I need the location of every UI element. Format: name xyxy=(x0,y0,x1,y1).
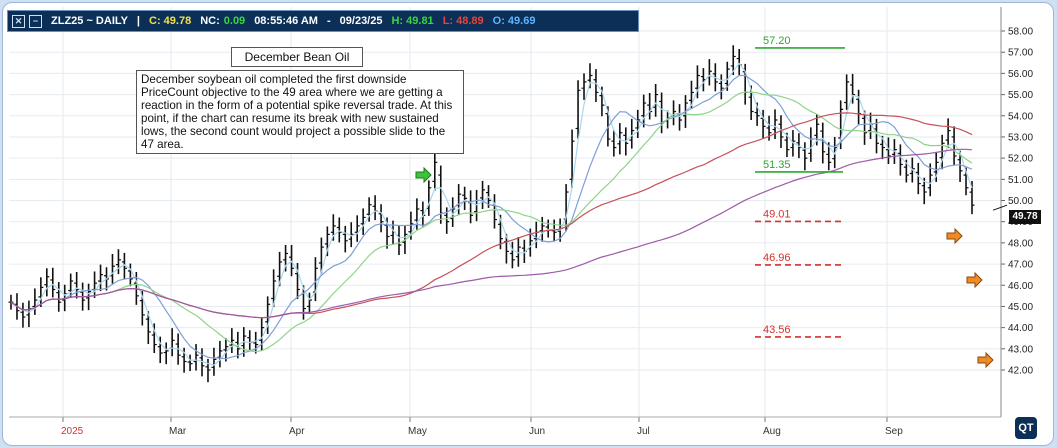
y-tick-label: 54.00 xyxy=(1008,111,1033,122)
header-separator: | xyxy=(136,15,140,27)
open-value: O: 49.69 xyxy=(492,15,536,27)
x-tick-label: Jun xyxy=(529,426,545,437)
close-icon[interactable]: ✕ xyxy=(12,14,25,28)
x-tick-label: Aug xyxy=(763,426,781,437)
green-arrow-icon xyxy=(415,166,432,184)
date-label: 09/23/25 xyxy=(339,15,383,27)
y-tick-label: 47.00 xyxy=(1008,260,1033,271)
high-value: H: 49.81 xyxy=(391,15,434,27)
last-price-marker: 49.78 xyxy=(1009,210,1041,224)
ma-90-line xyxy=(10,148,973,319)
level-label: 51.35 xyxy=(763,159,791,171)
x-tick-label: May xyxy=(408,426,427,437)
ma-9-line xyxy=(10,74,973,360)
level-label: 43.56 xyxy=(763,324,791,336)
y-tick-label: 48.00 xyxy=(1008,238,1033,249)
y-tick-label: 58.00 xyxy=(1008,27,1033,38)
level-label: 49.01 xyxy=(763,208,791,220)
plot-area xyxy=(9,7,1001,417)
annotation-text: December soybean oil completed the first… xyxy=(136,70,464,154)
close-value: C: 49.78 xyxy=(149,15,192,27)
minimize-icon[interactable]: − xyxy=(29,14,42,28)
y-tick-label: 53.00 xyxy=(1008,132,1033,143)
x-tick-label: 2025 xyxy=(61,426,84,437)
annotation-title: December Bean Oil xyxy=(231,47,363,67)
y-tick-label: 55.00 xyxy=(1008,90,1033,101)
y-tick-label: 57.00 xyxy=(1008,48,1033,59)
orange-arrow-icon xyxy=(977,351,994,369)
nc-label: NC: xyxy=(200,15,220,27)
level-label: 46.96 xyxy=(763,252,791,264)
y-tick-label: 56.00 xyxy=(1008,69,1033,80)
x-tick-label: Jul xyxy=(637,426,650,437)
x-tick-label: Mar xyxy=(169,426,187,437)
y-tick-label: 46.00 xyxy=(1008,281,1033,292)
y-tick-label: 50.00 xyxy=(1008,196,1033,207)
low-value: L: 48.89 xyxy=(442,15,484,27)
y-tick-label: 43.00 xyxy=(1008,344,1033,355)
y-tick-label: 45.00 xyxy=(1008,302,1033,313)
y-tick-label: 51.00 xyxy=(1008,175,1033,186)
nc-value: 0.09 xyxy=(223,15,246,27)
y-tick-label: 44.00 xyxy=(1008,323,1033,334)
symbol-label: ZLZ25 ~ DAILY xyxy=(51,15,128,27)
time-label: 08:55:46 AM xyxy=(254,15,318,27)
x-tick-label: Apr xyxy=(289,426,305,437)
time-date-dash: - xyxy=(326,15,331,27)
level-label: 57.20 xyxy=(763,35,791,47)
orange-arrow-icon xyxy=(966,271,983,289)
ma-3-line xyxy=(10,62,973,366)
quote-header: ✕ − ZLZ25 ~ DAILY | C: 49.78 NC: 0.09 08… xyxy=(7,10,639,32)
brand-logo: QT xyxy=(1015,417,1037,439)
y-tick-label: 52.00 xyxy=(1008,154,1033,165)
last-price-pointer xyxy=(992,204,1008,211)
y-tick-label: 42.00 xyxy=(1008,366,1033,377)
orange-arrow-icon xyxy=(946,227,963,245)
x-tick-label: Sep xyxy=(885,426,903,437)
